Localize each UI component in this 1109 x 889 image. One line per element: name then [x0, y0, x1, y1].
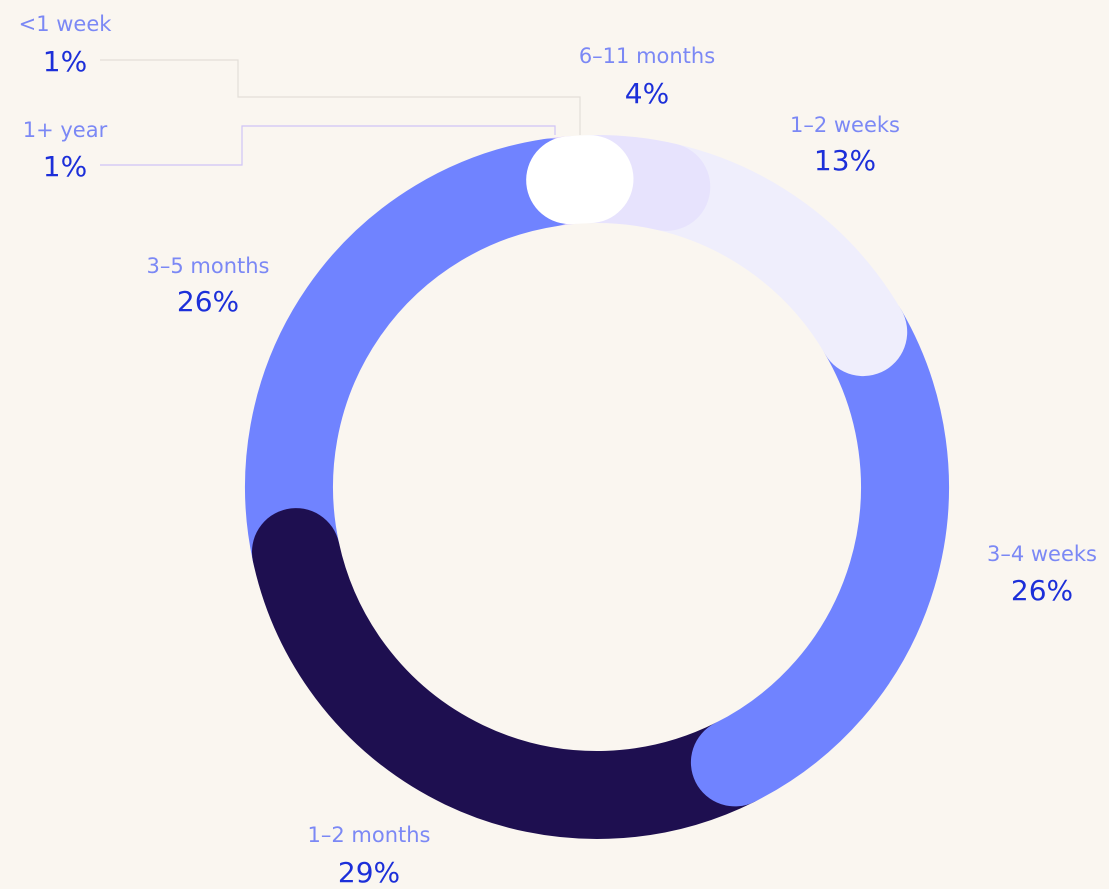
- value-label: 4%: [625, 77, 669, 110]
- donut-segment: [245, 138, 595, 597]
- value-label: 1%: [43, 150, 87, 183]
- category-label: 3–5 months: [147, 254, 270, 278]
- donut-segment: [690, 288, 949, 807]
- donut-segment: [526, 135, 634, 225]
- value-label: 29%: [338, 856, 400, 889]
- value-label: 13%: [814, 144, 876, 177]
- category-label: 1–2 months: [308, 823, 431, 847]
- labels: <1 week 1% 6–11 months 4% 1–2 weeks 13% 3–4 we…: [19, 12, 1097, 889]
- leader-line: [100, 59, 581, 135]
- donut-segment: [251, 508, 779, 839]
- value-label: 26%: [177, 285, 239, 318]
- category-label: 6–11 months: [579, 44, 715, 68]
- category-label: <1 week: [19, 12, 113, 36]
- category-label: 1–2 weeks: [790, 113, 900, 137]
- value-label: 1%: [43, 45, 87, 78]
- leader-lines: [100, 59, 581, 166]
- value-label: 26%: [1011, 574, 1073, 607]
- leader-line: [100, 125, 556, 166]
- donut: [245, 135, 949, 839]
- category-label: 3–4 weeks: [987, 542, 1097, 566]
- category-label: 1+ year: [23, 118, 108, 142]
